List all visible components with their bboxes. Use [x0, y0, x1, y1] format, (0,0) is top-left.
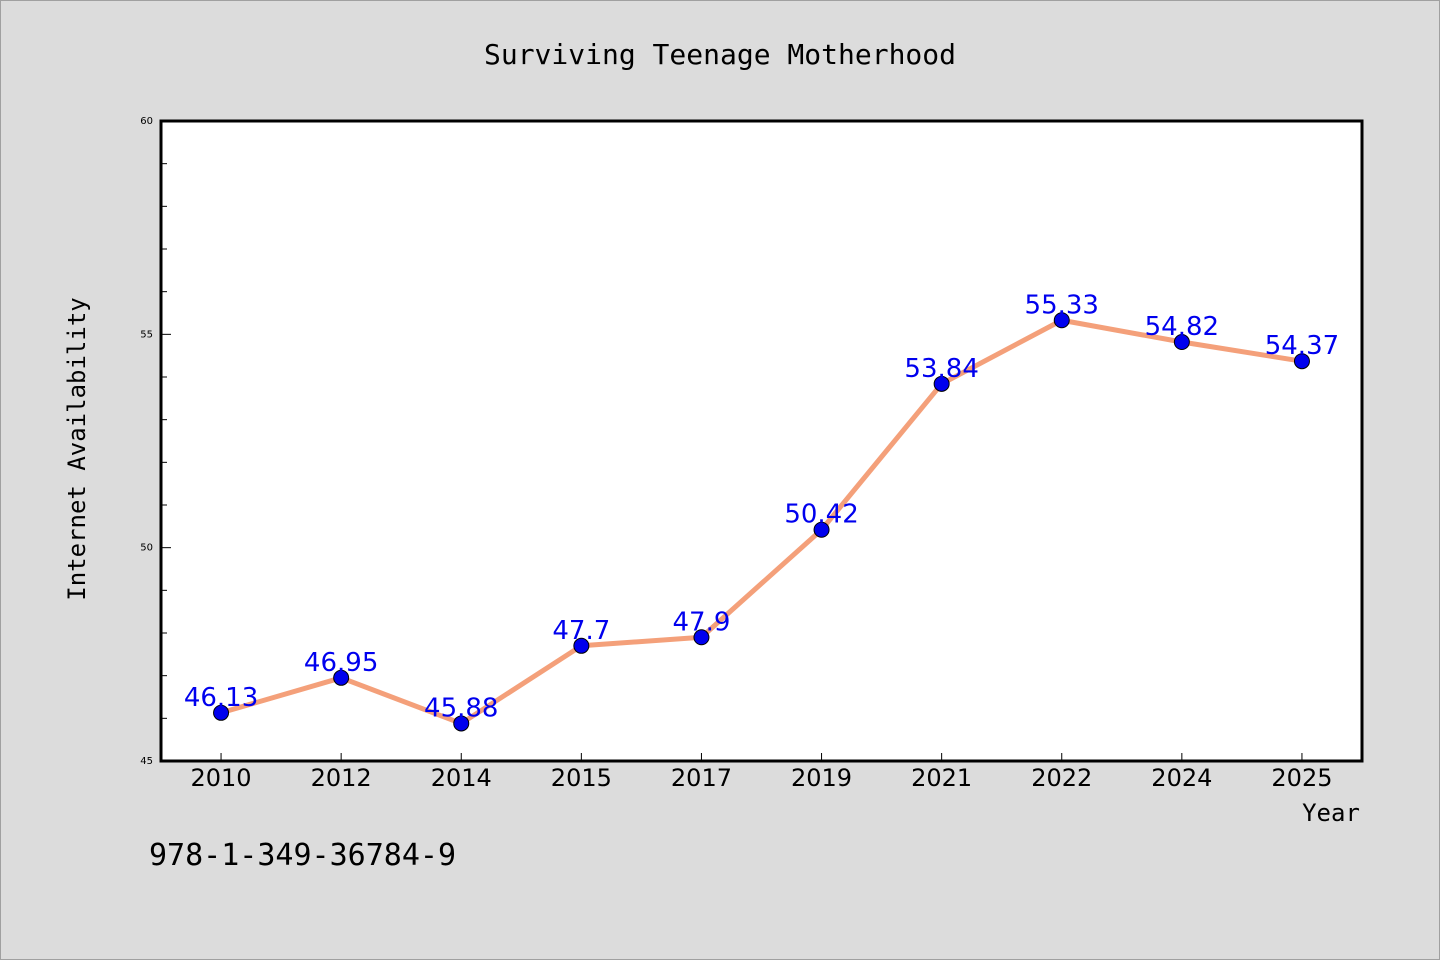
data-point	[453, 715, 470, 732]
data-label: 53.84	[904, 354, 978, 384]
data-label: 45.88	[424, 693, 498, 723]
data-label: 47.9	[673, 607, 731, 637]
data-label: 50.42	[784, 500, 858, 530]
data-point	[573, 637, 590, 654]
y-tick-label: 45	[140, 756, 153, 767]
x-tick-label: 2025	[1271, 764, 1332, 792]
x-tick-label: 2010	[191, 764, 252, 792]
data-point	[693, 629, 710, 646]
data-labels: 46.13 46.95 45.88 47.7 47.9 50.42 53.84 55.33 54…	[184, 290, 1339, 723]
x-tick-label: 2017	[671, 764, 732, 792]
x-axis-label: Year	[1302, 799, 1360, 827]
isbn-text: 978-1-349-36784-9	[149, 838, 456, 873]
data-label: 46.13	[184, 683, 258, 713]
x-axis: 2010 2012 2014 2015 2017 2019 2021 2022 2024 2025	[191, 753, 1332, 792]
chart-title: Surviving Teenage Motherhood	[484, 38, 956, 71]
x-tick-label: 2022	[1031, 764, 1092, 792]
x-tick-label: 2012	[311, 764, 372, 792]
y-axis-label: Internet Availability	[63, 297, 91, 600]
y-tick-label: 60	[140, 116, 153, 127]
series-line	[220, 317, 1303, 726]
x-tick-label: 2019	[791, 764, 852, 792]
x-tick-label: 2021	[911, 764, 972, 792]
data-label: 54.82	[1145, 312, 1219, 342]
data-label: 54.37	[1265, 331, 1339, 361]
y-axis: 45 50 55 60	[140, 116, 171, 767]
y-tick-label: 50	[140, 543, 153, 554]
data-point	[213, 704, 230, 721]
data-point	[933, 375, 950, 392]
data-label: 47.7	[552, 616, 610, 646]
data-point	[813, 521, 830, 538]
plot-area	[159, 119, 1364, 763]
data-label: 46.95	[304, 648, 378, 678]
y-tick-label: 55	[140, 329, 153, 340]
x-tick-label: 2015	[551, 764, 612, 792]
x-tick-label: 2014	[431, 764, 492, 792]
data-point	[1293, 353, 1310, 370]
x-tick-label: 2024	[1151, 764, 1212, 792]
data-point	[1173, 334, 1190, 351]
data-point	[1053, 312, 1070, 329]
data-label: 55.33	[1025, 290, 1099, 320]
series-markers	[213, 312, 1310, 732]
data-point	[333, 669, 350, 686]
